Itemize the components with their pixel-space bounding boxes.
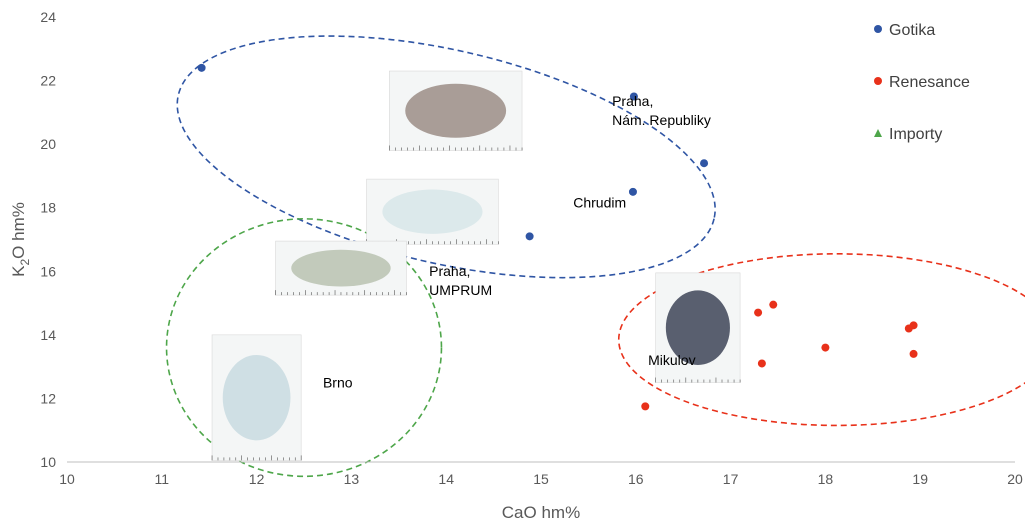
photo-label-praha-nam-republiky: Praha, Nám. Republiky xyxy=(612,93,711,128)
gotika-legend-label: Gotika xyxy=(889,22,935,39)
y-tick-label: 22 xyxy=(40,73,56,89)
x-tick-labels: 10 11 12 13 14 15 16 17 18 19 20 xyxy=(59,471,1023,487)
photo-label-praha-umprum: Praha, UMPRUM xyxy=(429,263,492,298)
x-tick-label: 12 xyxy=(249,471,265,487)
importy-group-ellipse xyxy=(165,218,443,478)
x-tick-label: 15 xyxy=(533,471,549,487)
renesance-legend-marker xyxy=(874,77,882,85)
x-tick-label: 10 xyxy=(59,471,75,487)
y-axis-title: K2O hm% xyxy=(9,202,32,277)
renesance-point xyxy=(754,308,763,317)
y-tick-label: 12 xyxy=(40,390,56,406)
glass-fragment-photo-nam-republiky xyxy=(389,70,523,151)
importy-legend-marker xyxy=(874,129,882,137)
group-ellipses xyxy=(165,35,1025,478)
glass-fragment-photo-brno xyxy=(211,334,302,461)
x-tick-label: 17 xyxy=(723,471,739,487)
gotika-point xyxy=(525,232,534,241)
data-points xyxy=(197,63,918,411)
gotika-legend-marker xyxy=(874,25,882,33)
x-tick-label: 20 xyxy=(1007,471,1023,487)
photo-insets xyxy=(211,70,741,461)
y-tick-label: 14 xyxy=(40,327,56,343)
x-tick-label: 16 xyxy=(628,471,644,487)
renesance-point xyxy=(909,349,918,358)
gotika-group-ellipse xyxy=(176,35,716,279)
x-axis-title: CaO hm% xyxy=(502,503,580,522)
photo-label-brno: Brno xyxy=(323,374,353,390)
x-tick-label: 18 xyxy=(818,471,834,487)
glass-fragment-photo-umprum xyxy=(275,240,407,296)
legend: Gotika Renesance Importy xyxy=(874,22,970,143)
y-tick-label: 16 xyxy=(40,263,56,279)
y-tick-label: 10 xyxy=(40,454,56,470)
glass-fragment-photo-chrudim xyxy=(366,178,499,245)
photo-label-mikulov: Mikulov xyxy=(648,352,695,368)
renesance-point xyxy=(757,359,766,368)
y-tick-labels: 10 12 14 16 18 20 22 24 xyxy=(40,9,56,470)
photo-labels: Praha, Nám. Republiky Chrudim Praha, UMPRUM M… xyxy=(323,93,711,390)
renesance-point xyxy=(641,402,650,411)
renesance-point xyxy=(821,343,830,352)
renesance-point xyxy=(769,300,778,309)
gotika-point xyxy=(629,92,638,101)
photo-label-chrudim: Chrudim xyxy=(573,195,626,211)
gotika-point xyxy=(628,187,637,196)
glass-fragment-photo-mikulov xyxy=(655,272,741,383)
x-tick-label: 13 xyxy=(344,471,360,487)
gotika-point xyxy=(700,159,709,168)
y-tick-label: 24 xyxy=(40,9,56,25)
x-tick-label: 11 xyxy=(155,471,170,487)
importy-legend-label: Importy xyxy=(889,126,942,143)
y-tick-label: 18 xyxy=(40,200,56,216)
gotika-point xyxy=(197,63,206,72)
x-tick-label: 19 xyxy=(912,471,928,487)
renesance-legend-label: Renesance xyxy=(889,74,970,91)
x-tick-label: 14 xyxy=(438,471,454,487)
y-tick-label: 20 xyxy=(40,136,56,152)
renesance-point xyxy=(904,324,913,333)
